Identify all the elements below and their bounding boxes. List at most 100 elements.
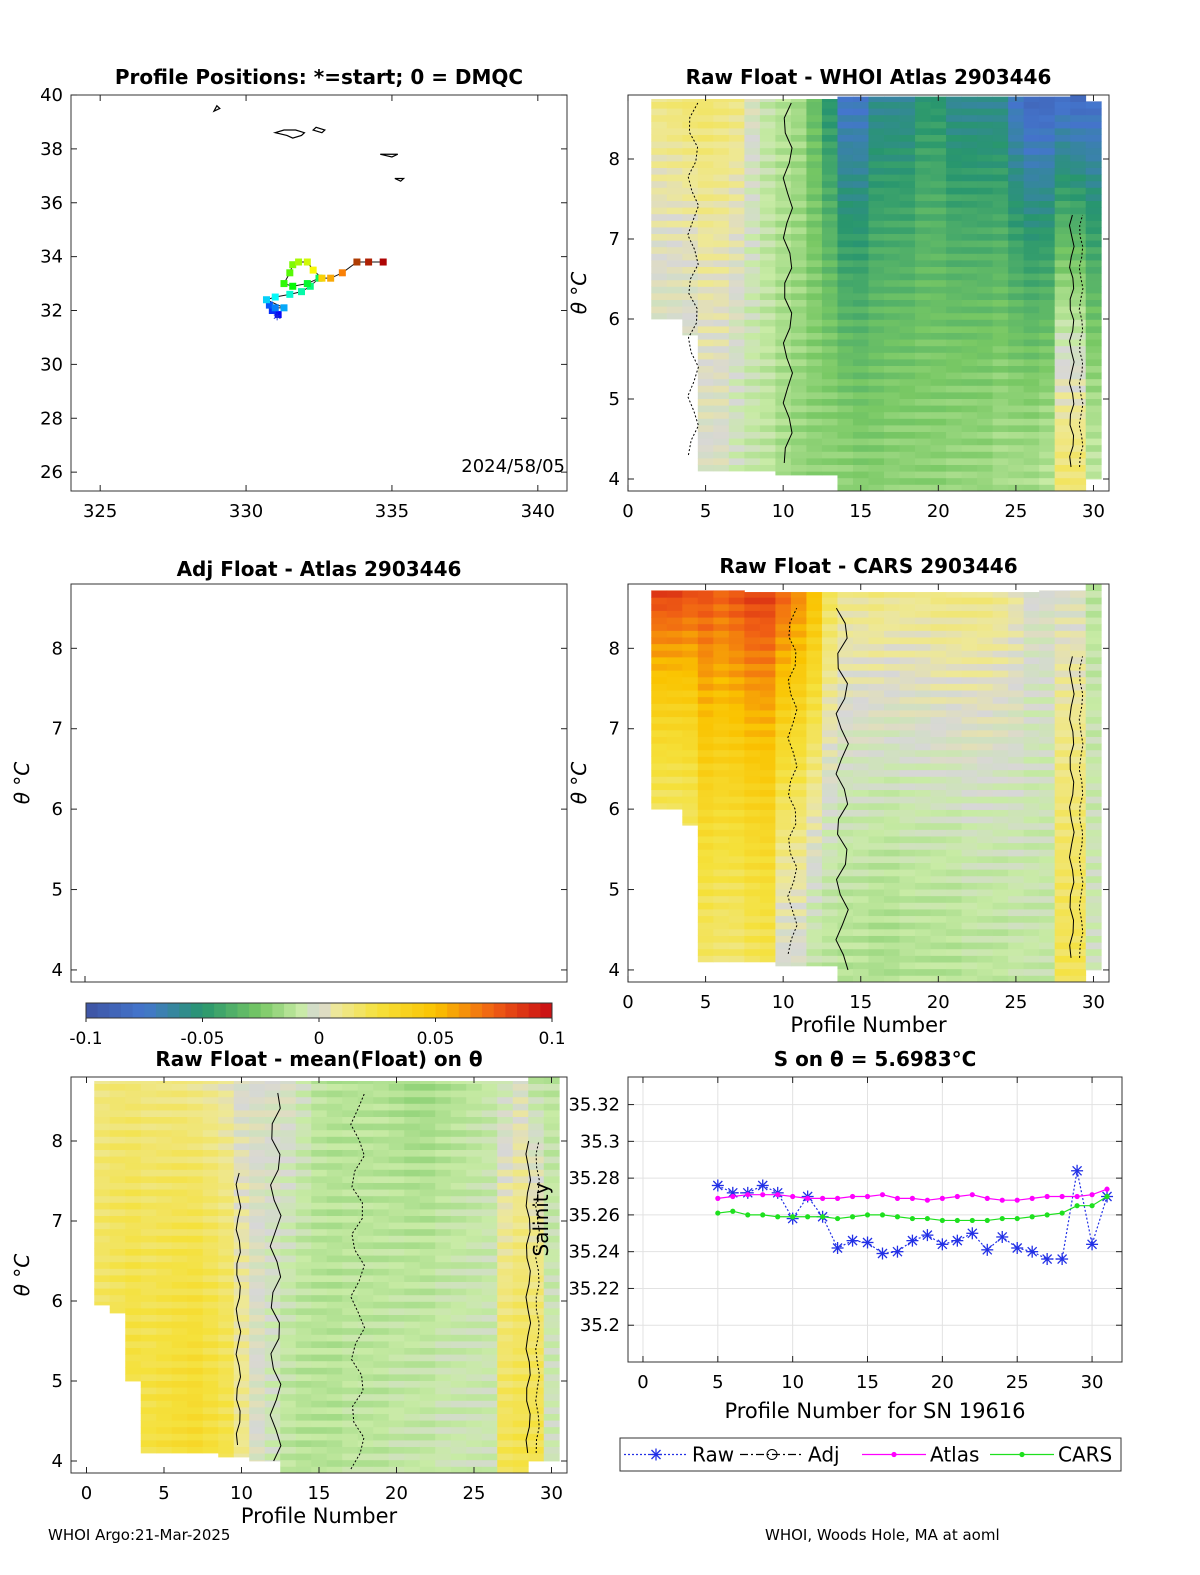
raw-atlas-cell bbox=[713, 174, 730, 182]
raw-atlas-cell bbox=[697, 161, 714, 168]
raw-atlas-cell bbox=[821, 359, 838, 366]
raw-cars-cell bbox=[759, 836, 776, 844]
raw-cars-cell bbox=[852, 895, 869, 903]
raw-atlas-cell bbox=[1070, 161, 1087, 168]
raw-atlas-cell bbox=[837, 96, 854, 102]
raw-atlas-cell bbox=[1085, 134, 1102, 142]
raw-atlas-cell bbox=[790, 273, 807, 281]
raw-cars-cell bbox=[728, 763, 745, 771]
raw-atlas-cell bbox=[915, 431, 931, 439]
raw-cars-cell bbox=[682, 703, 699, 711]
raw-mean-cell bbox=[187, 1413, 204, 1421]
raw-atlas-cell bbox=[1070, 477, 1087, 485]
raw-atlas-cell bbox=[915, 378, 931, 386]
raw-mean-cell bbox=[249, 1129, 266, 1137]
raw-cars-cell bbox=[1039, 962, 1056, 970]
raw-mean-cell bbox=[295, 1433, 312, 1441]
raw-mean-cell bbox=[311, 1281, 328, 1289]
raw-mean-cell bbox=[233, 1090, 250, 1098]
raw-mean-cell bbox=[373, 1176, 390, 1183]
raw-cars-cell bbox=[884, 710, 900, 718]
raw-atlas-cell bbox=[899, 425, 916, 432]
raw-cars-cell bbox=[852, 776, 869, 784]
raw-atlas-cell bbox=[961, 147, 978, 155]
raw-cars-cell bbox=[868, 597, 885, 605]
raw-cars-cell bbox=[1070, 676, 1087, 684]
raw-mean-cell bbox=[342, 1275, 359, 1282]
raw-mean-cell bbox=[156, 1268, 173, 1276]
raw-atlas-cell bbox=[666, 121, 683, 129]
adj-atlas-ylabel: θ °C bbox=[10, 762, 34, 805]
profile-position-marker bbox=[379, 258, 387, 266]
raw-cars-cell bbox=[852, 756, 869, 764]
raw-cars-cell bbox=[682, 710, 699, 718]
raw-atlas-cell bbox=[806, 372, 823, 380]
raw-mean-cell bbox=[156, 1347, 173, 1355]
raw-mean-cell bbox=[218, 1341, 235, 1348]
raw-cars-cell bbox=[884, 776, 900, 784]
raw-atlas-cell bbox=[1023, 273, 1040, 281]
raw-mean-cell bbox=[466, 1162, 483, 1170]
raw-mean-cell bbox=[497, 1466, 514, 1474]
raw-mean-cell bbox=[450, 1341, 467, 1348]
raw-mean-cell bbox=[357, 1400, 374, 1408]
raw-mean-cell bbox=[218, 1354, 235, 1362]
raw-cars-cell bbox=[977, 670, 994, 678]
raw-atlas-cell bbox=[1070, 418, 1087, 426]
raw-cars-cell bbox=[697, 809, 714, 817]
raw-mean-cell bbox=[388, 1440, 405, 1447]
raw-cars-cell bbox=[899, 637, 916, 645]
raw-cars-cell bbox=[946, 955, 962, 963]
raw-cars-cell bbox=[930, 862, 947, 870]
raw-cars-cell bbox=[992, 743, 1009, 751]
raw-mean-cell bbox=[419, 1327, 436, 1335]
raw-atlas-cell bbox=[821, 200, 838, 208]
raw-cars-cell bbox=[1039, 756, 1056, 764]
raw-atlas-cell bbox=[868, 233, 885, 241]
raw-cars-cell bbox=[837, 869, 854, 877]
raw-cars-cell bbox=[837, 928, 854, 936]
raw-cars-cell bbox=[1039, 822, 1056, 830]
raw-atlas-cell bbox=[930, 444, 947, 452]
raw-atlas-cell bbox=[899, 180, 916, 188]
raw-mean-cell bbox=[109, 1189, 126, 1197]
raw-atlas-cell bbox=[1054, 398, 1071, 406]
raw-cars-cell bbox=[977, 975, 994, 983]
raw-mean-cell bbox=[466, 1367, 483, 1375]
raw-mean-cell bbox=[357, 1123, 374, 1131]
raw-cars-cell bbox=[666, 749, 683, 757]
raw-cars-cell bbox=[697, 776, 714, 784]
raw-mean-cell bbox=[156, 1215, 173, 1223]
raw-mean-cell bbox=[140, 1255, 157, 1263]
raw-atlas-cell bbox=[992, 352, 1009, 360]
raw-mean-cell bbox=[125, 1116, 142, 1124]
raw-mean-cell bbox=[109, 1149, 126, 1157]
raw-mean-cell bbox=[450, 1176, 467, 1183]
raw-atlas-cell bbox=[992, 233, 1009, 241]
colorbar-segment bbox=[458, 1003, 471, 1018]
raw-mean-cell bbox=[342, 1202, 359, 1210]
raw-cars-cell bbox=[899, 623, 916, 631]
raw-mean-cell bbox=[295, 1143, 312, 1150]
raw-cars-cell bbox=[806, 610, 823, 618]
raw-mean-cell bbox=[233, 1248, 250, 1256]
raw-mean-cell bbox=[388, 1149, 405, 1157]
raw-mean-cell bbox=[264, 1321, 281, 1329]
raw-mean-cell bbox=[94, 1294, 111, 1302]
raw-atlas-cell bbox=[697, 167, 714, 175]
raw-cars-cell bbox=[744, 829, 761, 837]
raw-atlas-cell bbox=[946, 418, 962, 426]
colorbar-segment bbox=[237, 1003, 250, 1018]
raw-cars-cell bbox=[852, 683, 869, 691]
raw-atlas-cell bbox=[759, 167, 776, 175]
raw-atlas-cell bbox=[1023, 431, 1040, 439]
raw-mean-cell bbox=[311, 1123, 328, 1131]
raw-mean-cell bbox=[171, 1209, 188, 1216]
raw-atlas-cell bbox=[1054, 128, 1071, 135]
raw-mean-cell bbox=[466, 1096, 483, 1104]
raw-atlas-cell bbox=[852, 444, 869, 452]
raw-atlas-cell bbox=[744, 220, 761, 228]
raw-atlas-cell bbox=[806, 273, 823, 281]
raw-atlas-cell bbox=[899, 266, 916, 274]
